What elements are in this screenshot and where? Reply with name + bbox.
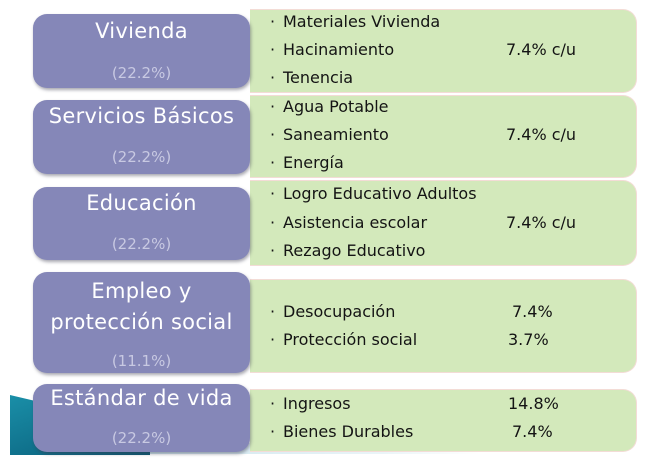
category-weight: (22.2%) [111,429,172,447]
category-title: Servicios Básicos [48,104,235,128]
indicator-label: Logro Educativo Adultos [283,184,477,203]
category-title: Estándar de vida [50,386,233,410]
indicator-label: Saneamiento [283,125,389,144]
indicator-label: Protección social [283,330,418,349]
indicator-box-empleo: · Desocupación 7.4% · Protección social 3.7% [250,279,637,373]
indicator-item: · Bienes Durables 7.4% [270,422,553,441]
category-title: Vivienda [95,19,188,43]
indicator-item: · Asistencia escolar 7.4% c/u [270,213,576,232]
indicator-weight: 14.8% [508,394,559,413]
bullet-icon: · [270,302,276,321]
category-weight: (22.2%) [111,64,172,82]
indicator-box-educacion: · Logro Educativo Adultos · Asistencia esc… [250,180,637,266]
indicator-item: · Saneamiento 7.4% c/u [270,125,576,144]
indicator-label: Bienes Durables [283,422,414,441]
indicator-item: · Protección social 3.7% [270,330,549,349]
bullet-icon: · [270,184,276,203]
bullet-icon: · [270,40,276,59]
indicator-box-servicios: · Agua Potable · Saneamiento 7.4% c/u · Ener… [250,95,637,178]
indicator-item: · Energía [270,153,344,172]
indicator-label: Desocupación [283,302,396,321]
indicator-label: Tenencia [283,68,354,87]
indicator-weight: 7.4% c/u [506,125,577,144]
indicator-item: · Rezago Educativo [270,241,425,260]
bullet-icon: · [270,330,276,349]
indicator-label: Ingresos [283,394,351,413]
indicator-label: Hacinamiento [283,40,395,59]
indicator-item: · Ingresos 14.8% [270,394,559,413]
category-box-estandar-de-vida: Estándar de vida (22.2%) [33,384,250,452]
indicator-label: Rezago Educativo [283,241,426,260]
category-box-empleo: Empleo y protección social (11.1%) [33,272,250,373]
category-title-line1: Empleo y [91,279,192,303]
indicator-label: Asistencia escolar [283,213,428,232]
indicator-weight: 7.4% [512,422,553,441]
bullet-icon: · [270,422,276,441]
bullet-icon: · [270,153,276,172]
bullet-icon: · [270,68,276,87]
category-box-vivienda: Vivienda (22.2%) [33,14,250,88]
indicator-item: · Agua Potable [270,97,389,116]
category-box-educacion: Educación (22.2%) [33,187,250,260]
category-box-servicios-basicos: Servicios Básicos (22.2%) [33,100,250,174]
indicator-weight: 7.4% c/u [506,213,577,232]
bullet-icon: · [270,125,276,144]
category-weight: (22.2%) [111,148,172,166]
indicator-label: Energía [283,153,344,172]
indicator-label: Agua Potable [283,97,389,116]
indicator-item: · Logro Educativo Adultos [270,184,477,203]
category-title: Educación [86,191,197,215]
category-weight: (11.1%) [111,352,172,370]
indicator-box-estandar: · Ingresos 14.8% · Bienes Durables 7.4% [250,389,637,452]
indicator-box-vivienda: · Materiales Vivienda · Hacinamiento 7.4% c… [250,9,637,93]
bullet-icon: · [270,97,276,116]
indicator-item: · Tenencia [270,68,353,87]
indicator-weight: 7.4% c/u [506,40,577,59]
indicator-item: · Hacinamiento 7.4% c/u [270,40,576,59]
bullet-icon: · [270,241,276,260]
indicator-item: · Desocupación 7.4% [270,302,553,321]
bullet-icon: · [270,394,276,413]
indicator-item: · Materiales Vivienda [270,12,440,31]
bullet-icon: · [270,12,276,31]
category-weight: (22.2%) [111,235,172,253]
category-title-line2: protección social [50,310,233,334]
indicator-label: Materiales Vivienda [283,12,441,31]
indicator-weight: 7.4% [512,302,553,321]
bullet-icon: · [270,213,276,232]
indicator-weight: 3.7% [508,330,549,349]
